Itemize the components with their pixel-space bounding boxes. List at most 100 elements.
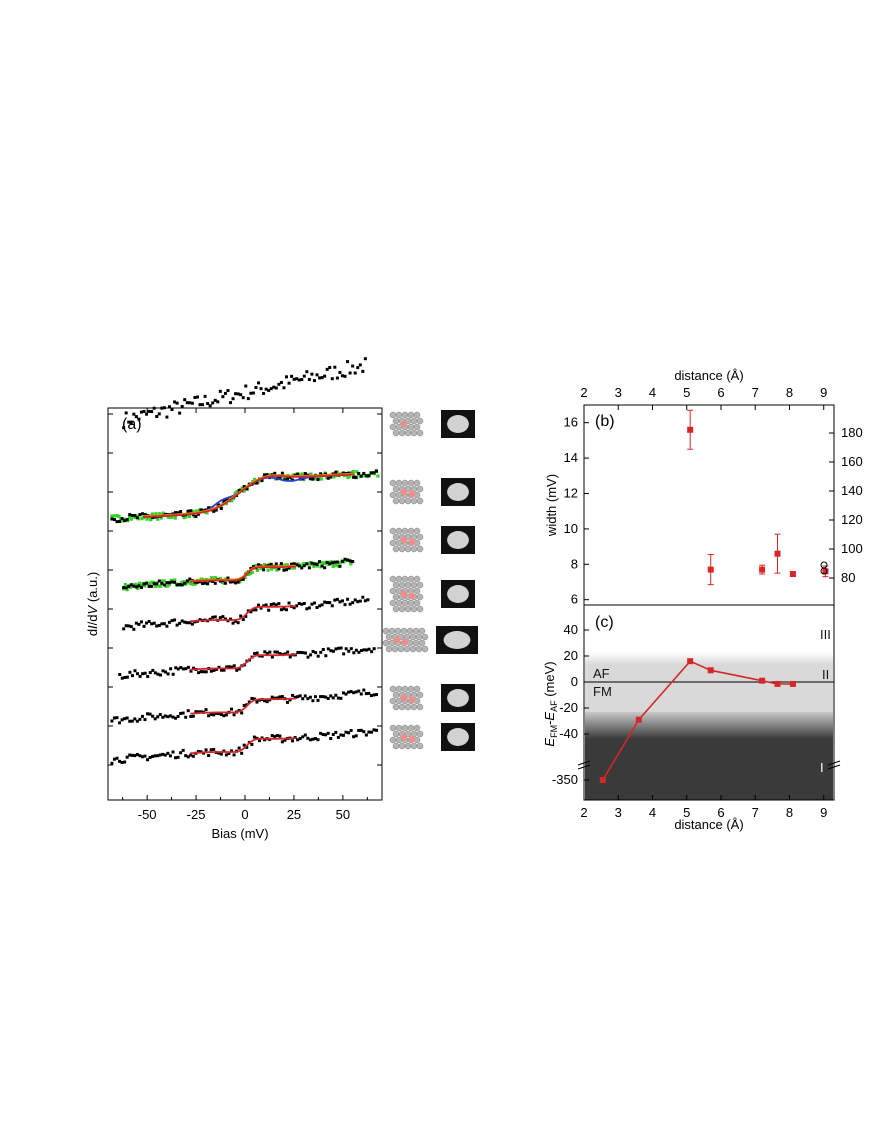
data-point xyxy=(257,381,261,385)
data-point xyxy=(178,582,182,586)
data-point xyxy=(223,391,227,395)
green-point xyxy=(210,576,214,580)
green-point xyxy=(191,509,195,514)
data-point xyxy=(180,405,184,409)
data-point xyxy=(223,581,227,585)
data-point xyxy=(171,750,175,754)
data-point xyxy=(204,748,208,752)
data-point xyxy=(269,387,273,391)
data-point xyxy=(138,754,142,758)
panel-c-label: (c) xyxy=(595,614,614,631)
green-point xyxy=(159,516,163,520)
green-point xyxy=(161,511,165,515)
data-point xyxy=(133,754,137,758)
data-point xyxy=(358,363,362,367)
data-point xyxy=(313,737,317,741)
fit-curve xyxy=(190,605,296,623)
data-point xyxy=(145,621,149,625)
substrate-atom xyxy=(389,527,397,535)
substrate-atom xyxy=(407,479,415,487)
data-point xyxy=(244,384,248,388)
data-point xyxy=(174,666,178,670)
substrate-atom xyxy=(392,605,400,613)
data-point xyxy=(168,754,172,758)
substrate-atom xyxy=(404,429,412,437)
y-tick-label: -40 xyxy=(559,726,578,741)
substrate-atom xyxy=(410,429,418,437)
substrate-atom xyxy=(401,411,409,419)
green-point xyxy=(266,568,270,572)
y-tick-label: 0 xyxy=(571,674,578,689)
substrate-atom xyxy=(412,627,420,635)
green-point xyxy=(240,486,244,490)
substrate-atom xyxy=(392,742,400,750)
data-point xyxy=(217,712,221,716)
substrate-atom xyxy=(389,685,397,693)
data-point xyxy=(165,415,169,419)
data-point xyxy=(179,510,183,514)
data-point xyxy=(152,621,156,625)
data-point xyxy=(157,579,161,583)
data-point xyxy=(251,565,255,569)
data-point xyxy=(367,730,371,734)
green-point xyxy=(143,584,147,588)
data-point xyxy=(128,719,132,723)
data-point xyxy=(135,719,139,723)
data-point xyxy=(214,667,218,671)
green-point xyxy=(303,562,307,566)
data-point xyxy=(275,734,279,738)
data-point xyxy=(303,472,307,476)
data-point xyxy=(212,713,216,717)
y-tick-label: -20 xyxy=(559,700,578,715)
data-point xyxy=(316,738,320,742)
data-point xyxy=(237,746,241,750)
panel-a-label: (a) xyxy=(122,416,142,433)
data-point xyxy=(361,595,365,599)
data-point xyxy=(147,619,151,623)
green-point xyxy=(238,580,242,584)
data-point xyxy=(229,401,233,405)
data-point xyxy=(297,378,301,382)
data-point xyxy=(290,562,294,566)
green-point xyxy=(196,509,200,513)
data-point xyxy=(364,733,368,737)
data-point xyxy=(211,401,215,405)
data-point xyxy=(635,716,642,723)
data-point xyxy=(274,603,278,607)
data-point xyxy=(311,477,315,481)
data-point xyxy=(330,377,334,381)
green-point xyxy=(192,582,196,586)
x-tick-label: 7 xyxy=(752,805,759,820)
data-point xyxy=(311,737,315,741)
region-label-iii: III xyxy=(820,627,831,642)
substrate-atom xyxy=(421,633,429,641)
data-point xyxy=(150,622,154,626)
spectrum-3 xyxy=(122,557,355,592)
data-point xyxy=(196,512,200,516)
data-point xyxy=(120,718,124,722)
data-point xyxy=(118,759,122,763)
data-point xyxy=(184,667,188,671)
data-point xyxy=(302,374,306,378)
green-point xyxy=(333,563,337,567)
data-point xyxy=(254,608,258,612)
data-point xyxy=(319,695,323,699)
data-point xyxy=(334,470,338,474)
data-point xyxy=(176,714,180,718)
data-point xyxy=(207,714,211,718)
data-point xyxy=(349,647,353,651)
substrate-atom xyxy=(385,633,393,641)
data-point xyxy=(171,672,175,676)
stm-blob xyxy=(447,728,469,746)
data-point xyxy=(164,670,168,674)
data-point xyxy=(137,417,141,421)
panel-a-x-axis-label: Bias (mV) xyxy=(211,826,268,841)
data-point xyxy=(139,410,143,414)
data-point xyxy=(176,511,180,515)
green-point xyxy=(300,472,304,476)
data-point xyxy=(122,586,126,590)
data-point xyxy=(217,503,221,507)
data-point xyxy=(333,365,337,369)
data-point xyxy=(298,694,302,698)
data-point xyxy=(333,598,337,602)
